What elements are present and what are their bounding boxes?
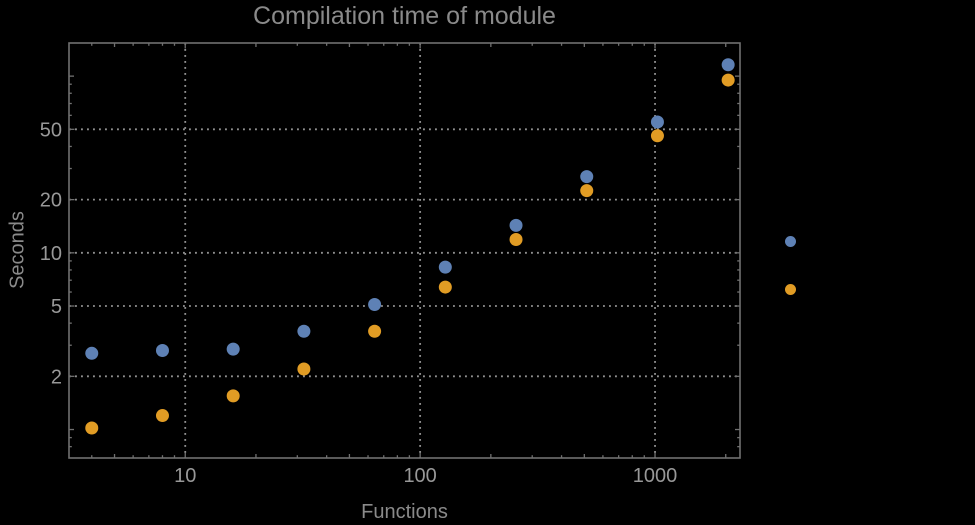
y-tick-label: 5 (51, 296, 62, 318)
data-point-series-2-3 (297, 362, 311, 376)
data-point-series-2-0 (85, 421, 99, 435)
y-tick-label: 50 (40, 119, 62, 141)
data-point-series-2-2 (226, 389, 240, 403)
x-axis-label: Functions (361, 501, 448, 523)
x-tick-label: 1000 (633, 465, 678, 487)
chart-title: Compilation time of module (253, 2, 556, 30)
data-point-series-1-8 (650, 115, 664, 129)
data-point-series-1-5 (438, 260, 452, 274)
data-point-series-1-0 (85, 346, 99, 360)
data-point-series-1-3 (297, 324, 311, 338)
data-point-series-2-8 (650, 129, 664, 143)
y-tick-label: 10 (40, 243, 62, 265)
x-tick-label: 10 (174, 465, 196, 487)
data-point-series-1-4 (368, 298, 382, 312)
data-point-series-2-5 (438, 280, 452, 294)
data-point-series-1-2 (226, 342, 240, 356)
y-tick-label: 2 (51, 366, 62, 388)
data-point-series-2-9 (721, 73, 735, 87)
data-point-series-2-7 (580, 184, 594, 198)
data-point-series-2-1 (155, 409, 169, 423)
plot-frame (68, 42, 741, 459)
data-point-series-1-1 (155, 344, 169, 358)
series-1-legend-marker-icon (784, 235, 796, 247)
y-tick-label: 20 (40, 190, 62, 212)
data-point-series-2-6 (509, 232, 523, 246)
data-point-series-1-7 (580, 170, 594, 184)
data-point-series-2-4 (368, 324, 382, 338)
x-tick-label: 100 (403, 465, 436, 487)
series-2-legend-marker-icon (784, 283, 796, 295)
data-point-series-1-9 (721, 58, 735, 72)
data-point-series-1-6 (509, 218, 523, 232)
